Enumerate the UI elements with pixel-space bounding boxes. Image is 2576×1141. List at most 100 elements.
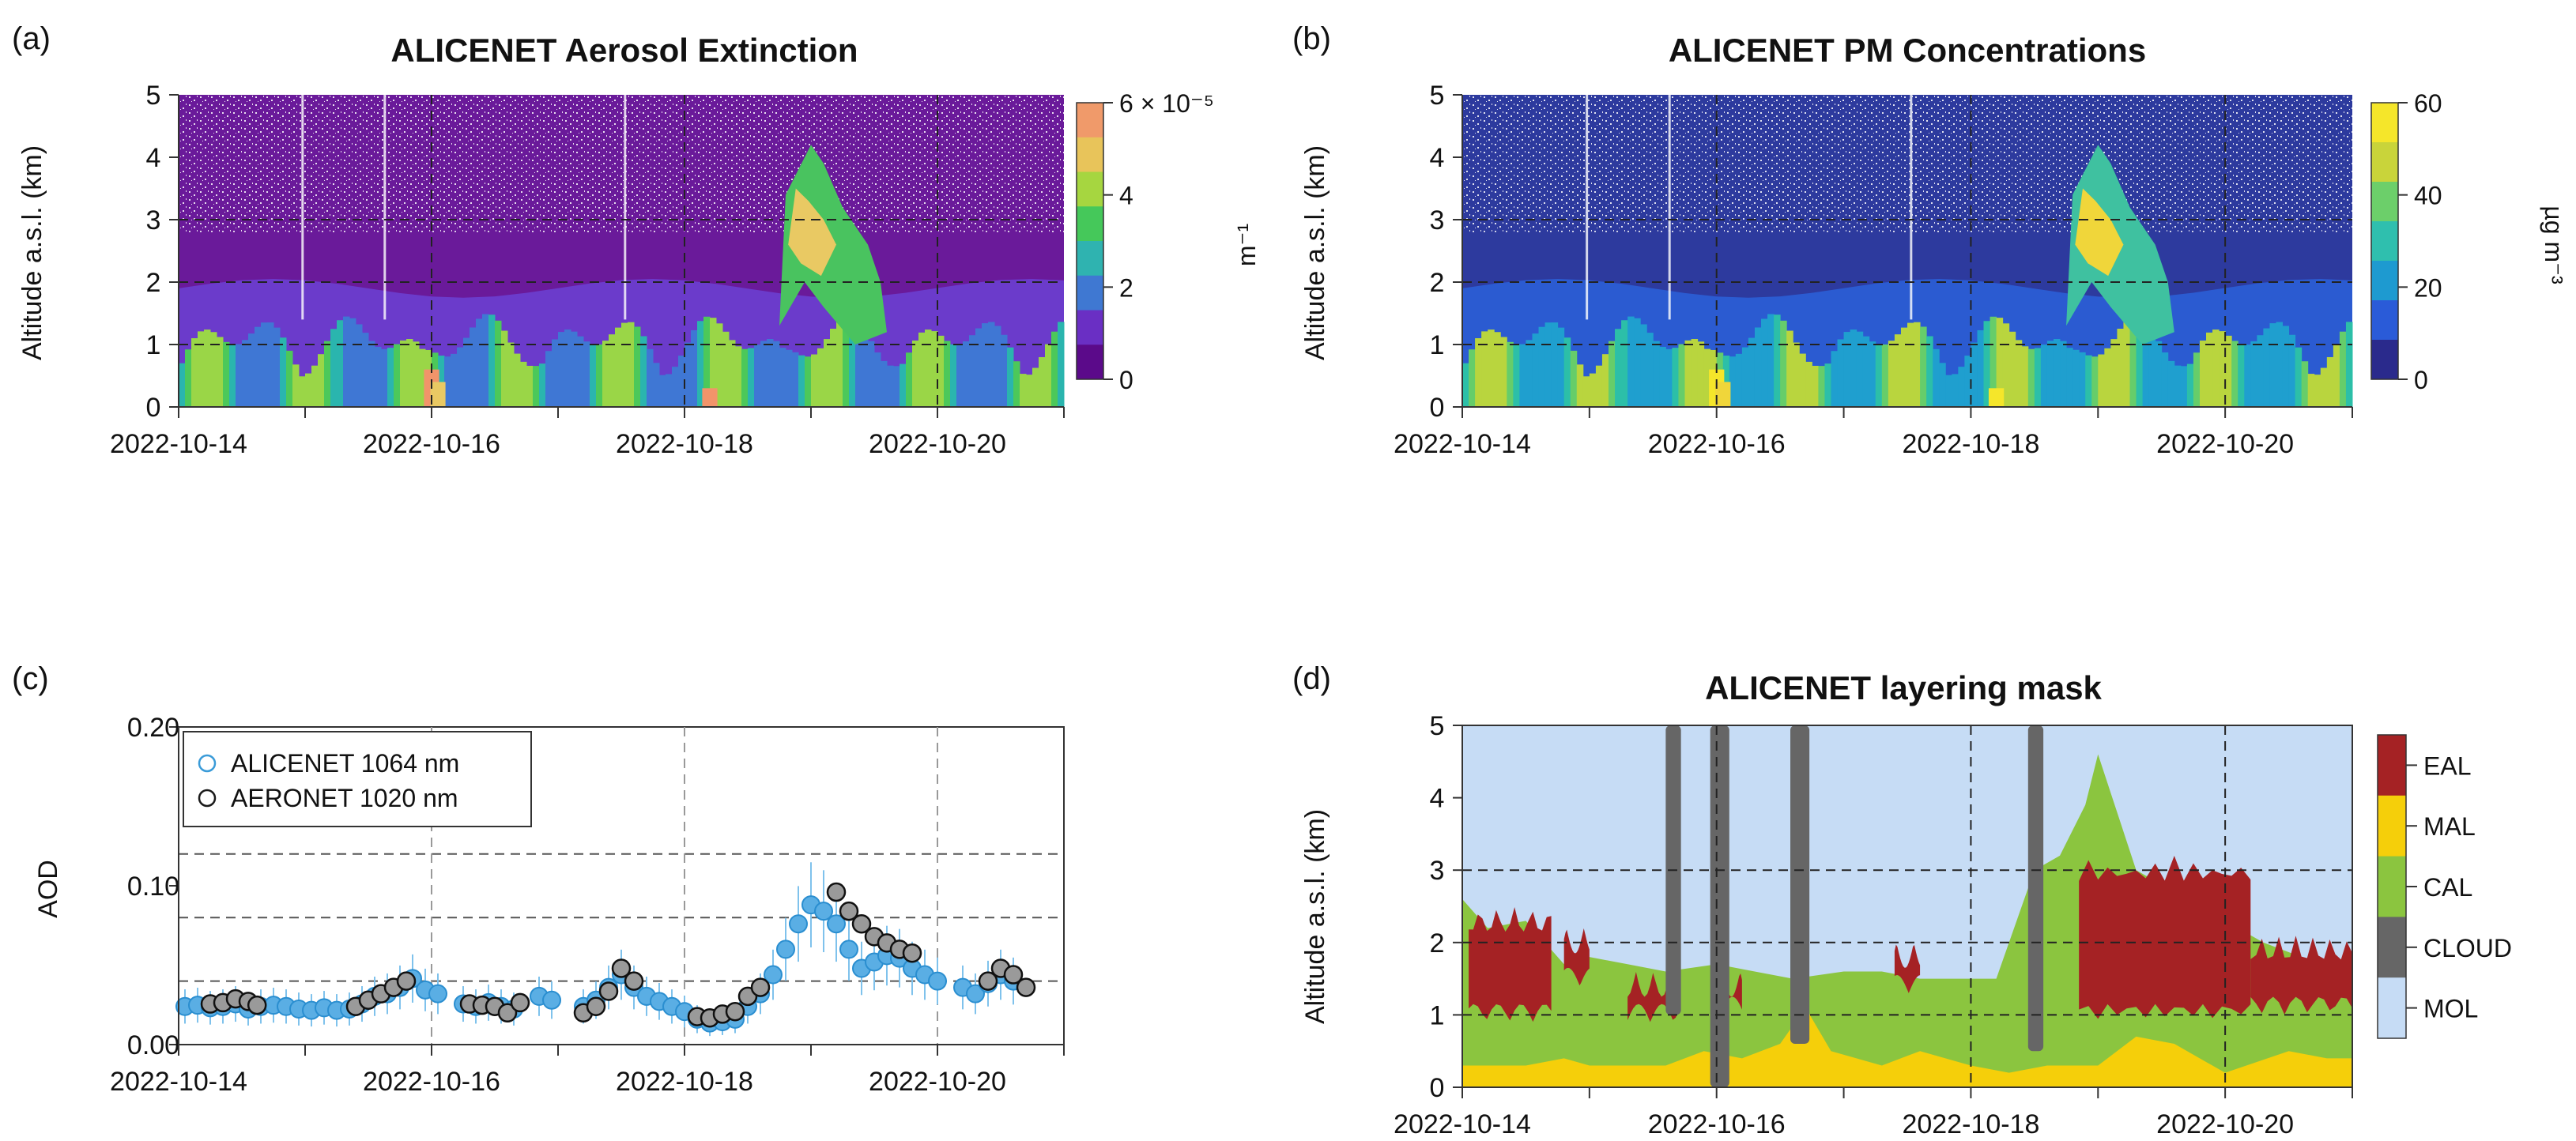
b-boundary-strip <box>2027 348 2035 407</box>
b-boundary-strip <box>2244 345 2251 407</box>
a-boundary-strip <box>305 373 312 407</box>
b-boundary-strip <box>2250 341 2257 407</box>
a-boundary-strip <box>564 329 571 407</box>
a-boundary-strip <box>678 356 685 407</box>
a-boundary-strip <box>280 337 287 407</box>
a-boundary-strip <box>691 329 698 407</box>
b-boundary-strip <box>1627 316 1635 407</box>
b-boundary-strip <box>2123 319 2130 407</box>
c-x-tick-label: 2022-10-20 <box>869 1067 1006 1097</box>
b-boundary-strip <box>1971 342 1978 407</box>
b-colorbar-segment <box>2371 340 2398 380</box>
panel-b-ylabel: Altitude a.s.l. (km) <box>1300 145 1330 360</box>
b-boundary-strip <box>2307 374 2315 407</box>
c-point-alicenet <box>789 914 808 934</box>
panel-c-y-axis: 0.00 0.10 0.20 <box>127 713 179 1060</box>
panel-b-x-axis: 2022-10-14 2022-10-16 2022-10-18 2022-10-20 <box>1394 406 2353 459</box>
b-boundary-strip <box>1837 339 1845 407</box>
a-boundary-strip <box>267 322 274 407</box>
a-boundary-strip <box>1007 347 1014 407</box>
a-boundary-strip <box>1045 344 1052 407</box>
a-x-tick-label: 2022-10-20 <box>869 429 1006 459</box>
c-point-aeronet <box>1016 977 1036 997</box>
a-boundary-strip <box>292 364 300 407</box>
a-boundary-strip <box>843 314 850 407</box>
d-cloud <box>1710 725 1729 1087</box>
a-boundary-strip <box>868 341 875 407</box>
a-boundary-strip <box>273 327 281 407</box>
b-boundary-strip <box>1595 365 1603 407</box>
b-boundary-strip <box>2040 345 2048 407</box>
b-boundary-strip <box>1608 341 1616 407</box>
a-boundary-strip <box>343 316 350 407</box>
b-plume-core <box>2075 188 2124 277</box>
a-boundary-strip <box>514 353 521 407</box>
b-boundary-strip <box>2345 322 2353 407</box>
d-eal-layer <box>1563 928 1590 986</box>
b-boundary-strip <box>1914 322 1921 407</box>
a-boundary-strip <box>558 332 565 407</box>
b-y-tick-label: 5 <box>1430 81 1445 111</box>
a-boundary-strip <box>204 329 211 407</box>
panel-a-x-axis: 2022-10-14 2022-10-16 2022-10-18 2022-10-20 <box>110 406 1065 459</box>
a-colorbar-tick-label: 4 <box>1119 182 1133 210</box>
b-boundary-strip <box>2161 352 2169 407</box>
panel-c-x-axis: 2022-10-14 2022-10-16 2022-10-18 2022-10-20 <box>110 1044 1065 1097</box>
b-boundary-strip <box>1538 326 1546 407</box>
d-x-tick-label: 2022-10-14 <box>1394 1109 1531 1139</box>
b-boundary-strip <box>2320 367 2328 407</box>
b-boundary-strip <box>2015 340 2023 407</box>
b-boundary-strip <box>2053 338 2061 407</box>
d-x-tick-label: 2022-10-16 <box>1648 1109 1786 1139</box>
a-boundary-strip <box>470 327 477 407</box>
b-boundary-strip <box>2225 335 2232 407</box>
b-boundary-strip <box>1875 345 1883 407</box>
b-boundary-strip <box>1507 341 1514 407</box>
b-boundary-strip <box>1589 373 1597 407</box>
b-boundary-strip <box>2180 366 2188 407</box>
b-boundary-strip <box>1741 347 1749 407</box>
b-boundary-strip <box>2333 344 2340 407</box>
a-boundary-strip <box>628 322 635 407</box>
b-boundary-strip <box>2276 322 2284 407</box>
a-boundary-strip <box>596 344 603 407</box>
b-boundary-strip <box>2104 348 2111 407</box>
c-point-alicenet <box>542 990 561 1010</box>
b-colorbar-segment <box>2371 221 2398 262</box>
panel-a-ylabel: Altitude a.s.l. (km) <box>17 145 47 360</box>
a-boundary-strip <box>824 339 831 407</box>
c-point-aeronet <box>624 971 644 991</box>
panel-a-plot <box>178 95 1065 407</box>
b-boundary-strip <box>1735 353 1743 407</box>
b-boundary-strip <box>1964 356 1971 407</box>
a-boundary-strip <box>817 348 824 407</box>
a-boundary-strip <box>191 338 198 407</box>
a-y-tick-label: 5 <box>146 81 161 111</box>
panel-b-title: ALICENET PM Concentrations <box>1669 32 2146 69</box>
a-colorbar-segment <box>1077 103 1103 138</box>
a-noise <box>179 95 1064 232</box>
a-boundary-strip <box>779 348 786 407</box>
d-legend-label: EAL <box>2423 751 2471 780</box>
a-boundary-strip <box>533 366 540 407</box>
b-boundary-strip <box>2060 341 2067 407</box>
a-boundary-strip <box>703 316 711 407</box>
a-boundary-strip <box>1026 375 1033 407</box>
d-y-tick-label: 4 <box>1430 784 1445 814</box>
c-point-alicenet <box>764 965 783 985</box>
c-x-tick-label: 2022-10-16 <box>363 1067 500 1097</box>
a-boundary-strip <box>786 349 793 407</box>
b-boundary-strip <box>2117 328 2124 407</box>
panel-b-plot <box>1461 95 2353 407</box>
panel-c-legend: ALICENET 1064 nm AERONET 1020 nm <box>183 731 532 827</box>
b-boundary-strip <box>1621 320 1628 407</box>
b-colorbar-tick-label: 20 <box>2414 273 2442 302</box>
b-boundary-strip <box>1881 344 1889 407</box>
a-colorbar-tick-label: 6 × 10⁻⁵ <box>1119 89 1214 118</box>
a-boundary-strip <box>1013 361 1020 407</box>
b-boundary-strip <box>1519 344 1526 407</box>
d-eal-layer <box>1894 944 1921 993</box>
a-boundary-strip <box>583 341 590 407</box>
a-hotspot <box>430 382 446 407</box>
b-boundary-strip <box>2002 323 2010 407</box>
